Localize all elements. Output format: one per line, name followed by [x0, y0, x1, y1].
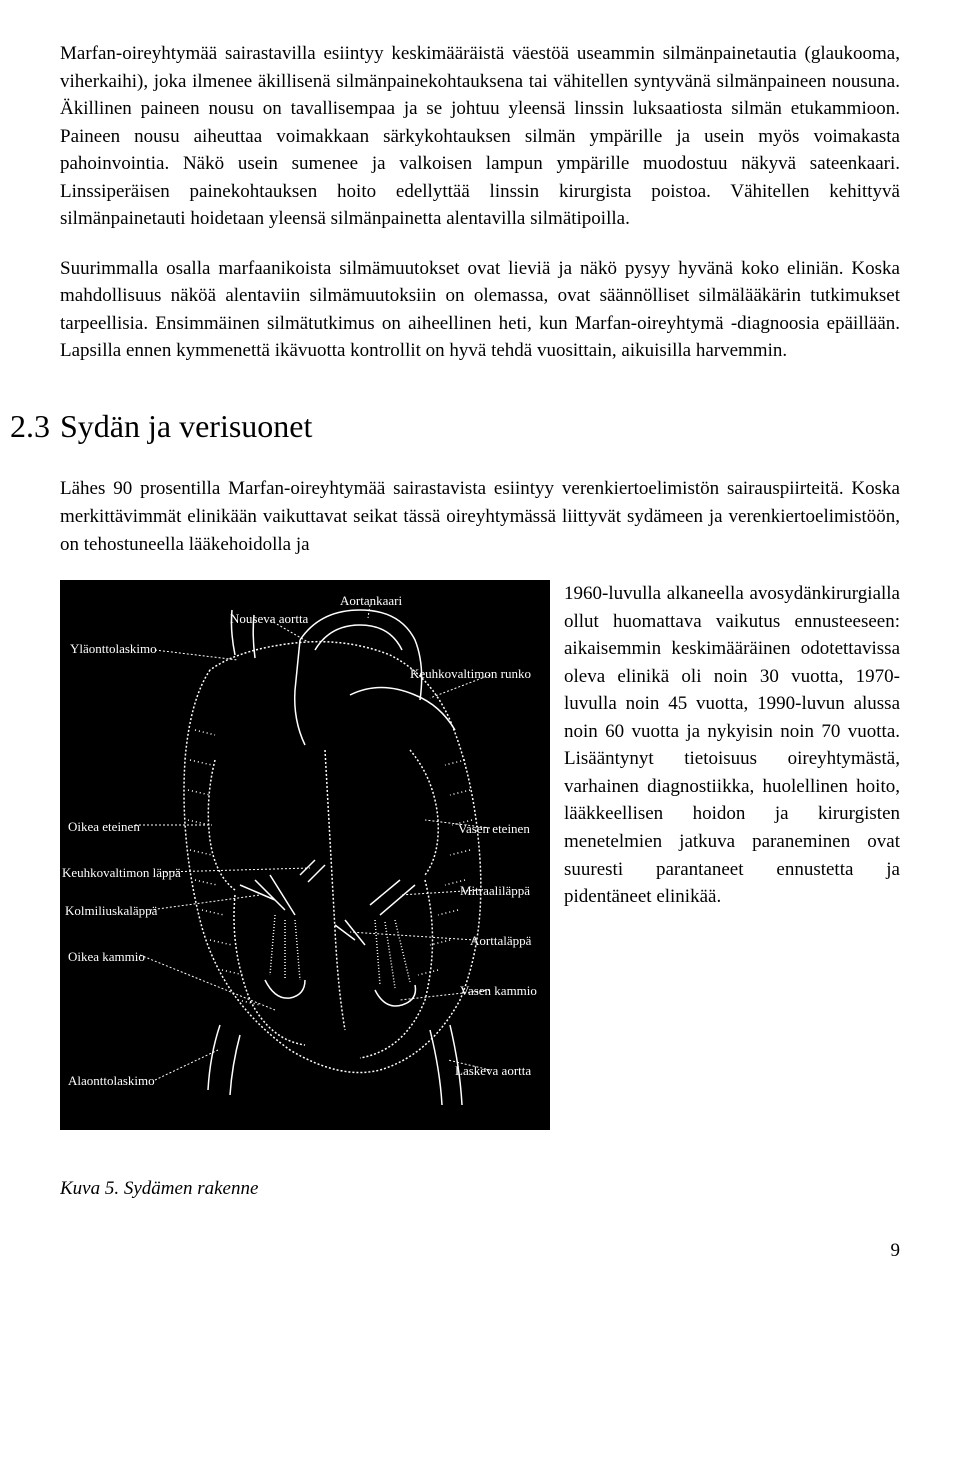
label-laskeva-aortta: Laskeva aortta	[455, 1062, 531, 1081]
figure-container: Nouseva aortta Aortankaari Yläonttolaski…	[60, 580, 550, 1203]
figure-caption: Kuva 5. Sydämen rakenne	[60, 1175, 550, 1203]
label-vasen-eteinen: Vasen eteinen	[458, 820, 530, 839]
label-kolmiliuskalaippa: Kolmiliuskaläppä	[65, 902, 157, 921]
label-mitraalilappa: Mitraaliläppä	[460, 882, 530, 901]
section-title: Sydän ja verisuonet	[60, 403, 312, 449]
section-number: 2.3	[0, 403, 60, 449]
heart-diagram: Nouseva aortta Aortankaari Yläonttolaski…	[60, 580, 550, 1130]
body-paragraph-3-intro: Lähes 90 prosentilla Marfan-oireyhtymää …	[60, 475, 900, 558]
label-keuhkovaltimon-runko: Keuhkovaltimon runko	[410, 665, 531, 684]
label-alaonottolaskimo: Alaonttolaskimo	[68, 1072, 155, 1091]
label-ylaonottolaskimo: Yläonttolaskimo	[70, 640, 157, 659]
label-oikea-eteinen: Oikea eteinen	[68, 818, 140, 837]
label-aorttalappa: Aorttaläppä	[470, 932, 531, 951]
section-heading: 2.3 Sydän ja verisuonet	[0, 403, 900, 449]
body-paragraph-1: Marfan-oireyhtymää sairastavilla esiinty…	[60, 40, 900, 233]
label-aortankaari: Aortankaari	[340, 592, 402, 611]
heart-outline-svg	[60, 580, 550, 1130]
body-paragraph-2: Suurimmalla osalla marfaanikoista silmäm…	[60, 255, 900, 365]
label-keuhkovaltimon-lappa: Keuhkovaltimon läppä	[62, 864, 181, 883]
page-number: 9	[60, 1237, 900, 1265]
label-oikea-kammio: Oikea kammio	[68, 948, 145, 967]
figure-text-wrap: Nouseva aortta Aortankaari Yläonttolaski…	[60, 580, 900, 1213]
label-vasen-kammio: Vasen kammio	[460, 982, 537, 1001]
label-nouseva-aortta: Nouseva aortta	[230, 610, 308, 629]
